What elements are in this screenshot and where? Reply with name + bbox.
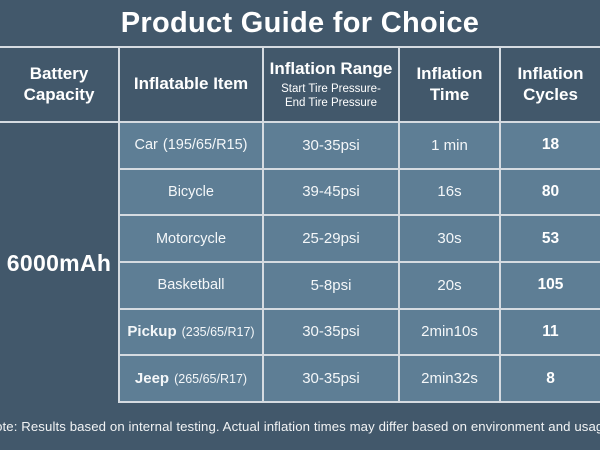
cell-inflation-range: 25-29psi xyxy=(264,216,400,263)
cell-inflation-cycles: 18 xyxy=(501,123,600,170)
header-cell-inflatable-item: Inflatable Item xyxy=(120,48,264,123)
item-name: Car xyxy=(134,137,158,154)
note-text: Note: Results based on internal testing.… xyxy=(0,419,600,434)
note-bar: Note: Results based on internal testing.… xyxy=(0,403,600,450)
battery-capacity-cell: 6000mAh xyxy=(0,123,120,403)
cell-item-car: Car (195/65/R15) xyxy=(120,123,264,170)
item-detail: (195/65/R15) xyxy=(162,137,248,154)
cell-item-bicycle: Bicycle xyxy=(120,169,264,217)
cell-inflation-time: 16s xyxy=(400,169,501,217)
header-cell-inflation-time: Inflation Time xyxy=(400,48,501,123)
cell-inflation-cycles: 105 xyxy=(501,263,600,310)
header-label: Battery Capacity xyxy=(23,64,95,104)
cell-inflation-time: 1 min xyxy=(400,123,501,170)
battery-capacity-value: 6000mAh xyxy=(6,249,112,276)
cell-inflation-time: 2min10s xyxy=(400,309,501,357)
header-cell-inflation-range: Inflation Range Start Tire Pressure- End… xyxy=(264,48,400,123)
item-name: Motorcycle xyxy=(155,230,227,247)
header-cell-battery-capacity: Battery Capacity xyxy=(0,48,120,123)
header-label: Inflation Range xyxy=(269,58,393,78)
header-sublabel-line2: End Tire Pressure xyxy=(284,97,378,110)
item-name: Jeep xyxy=(134,370,170,388)
header-cell-inflation-cycles: Inflation Cycles xyxy=(501,48,600,123)
cell-inflation-cycles: 80 xyxy=(501,169,600,217)
header-label: Inflatable Item xyxy=(133,74,249,94)
cell-inflation-time: 30s xyxy=(400,216,501,263)
item-detail: (235/65/R17) xyxy=(181,324,255,339)
cell-item-motorcycle: Motorcycle xyxy=(120,216,264,263)
item-name: Pickup xyxy=(127,323,177,341)
cell-inflation-range: 39-45psi xyxy=(264,169,400,217)
title-bar: Product Guide for Choice xyxy=(0,0,600,48)
cell-item-jeep: Jeep (265/65/R17) xyxy=(120,356,264,403)
cell-inflation-range: 30-35psi xyxy=(264,123,400,170)
cell-inflation-cycles: 8 xyxy=(501,356,600,403)
cell-inflation-cycles: 11 xyxy=(501,309,600,357)
cell-inflation-time: 20s xyxy=(400,263,501,310)
header-label: Inflation Time xyxy=(416,64,483,104)
product-guide-table: Battery Capacity Inflatable Item Inflati… xyxy=(0,48,600,403)
cell-item-pickup: Pickup (235/65/R17) xyxy=(120,309,264,357)
header-sublabel-line1: Start Tire Pressure- xyxy=(281,82,381,95)
cell-inflation-range: 30-35psi xyxy=(264,309,400,357)
item-name: Basketball xyxy=(157,277,225,294)
cell-inflation-cycles: 53 xyxy=(501,216,600,263)
cell-inflation-range: 5-8psi xyxy=(264,263,400,310)
item-name: Bicycle xyxy=(168,183,214,200)
cell-inflation-range: 30-35psi xyxy=(264,356,400,403)
cell-item-basketball: Basketball xyxy=(120,263,264,310)
page-title: Product Guide for Choice xyxy=(120,6,480,39)
cell-inflation-time: 2min32s xyxy=(400,356,501,403)
item-detail: (265/65/R17) xyxy=(174,371,248,386)
header-label: Inflation Cycles xyxy=(517,64,584,104)
